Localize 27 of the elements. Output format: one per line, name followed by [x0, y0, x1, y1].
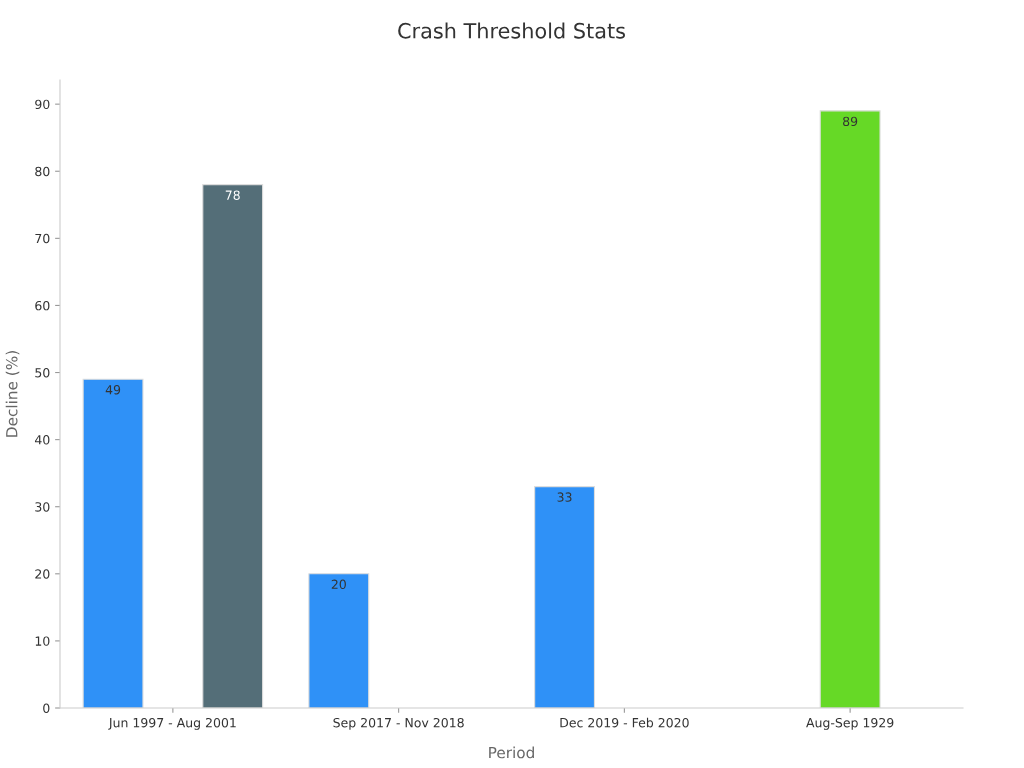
y-tick-label: 90 [35, 99, 50, 110]
bar [534, 486, 596, 708]
data-label: 89 [843, 116, 858, 127]
data-label: 49 [105, 385, 121, 395]
y-tick-label: 0 [43, 703, 50, 713]
x-tick-label: Aug-Sep 1929 [806, 717, 894, 730]
x-tick-label: Sep 2017 - Nov 2018 [333, 717, 464, 730]
bar [202, 184, 264, 708]
y-tick-label: 50 [35, 368, 50, 378]
bar [82, 378, 144, 708]
y-tick-label: 40 [34, 435, 50, 445]
y-axis-title: Decline (%) [5, 351, 20, 437]
y-tick-label: 70 [35, 233, 50, 244]
data-label: 78 [225, 190, 240, 200]
data-label: 20 [331, 579, 346, 590]
y-tick-label: 30 [35, 502, 50, 512]
y-tick-label: 20 [35, 569, 50, 579]
data-label: 33 [557, 492, 572, 502]
x-tick-label: Jun 1997 - Aug 2001 [108, 717, 236, 730]
chart-title: Crash Threshold Stats [398, 22, 625, 39]
y-tick-label: 60 [35, 300, 50, 311]
bar [819, 110, 881, 708]
x-axis-title: Period [489, 746, 534, 759]
y-tick-label: 10 [35, 636, 50, 646]
y-tick-label: 80 [35, 166, 50, 177]
x-tick-label: Dec 2019 - Feb 2020 [560, 717, 689, 728]
bar [308, 573, 370, 708]
